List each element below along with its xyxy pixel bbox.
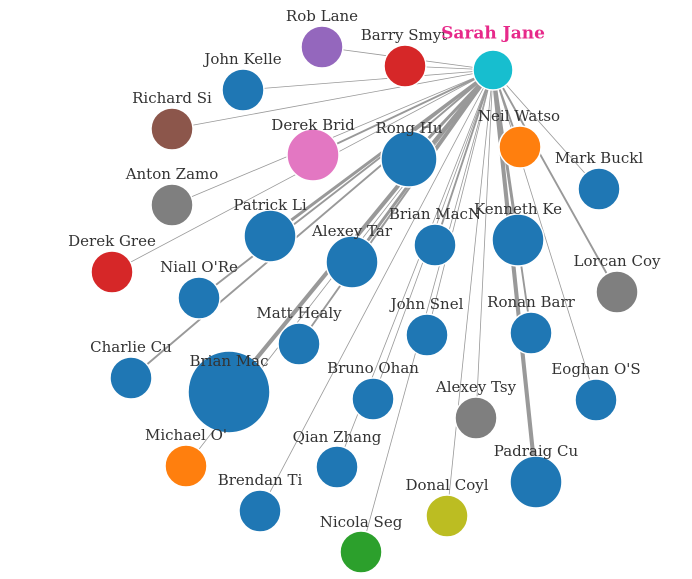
node-mark-buckl[interactable] <box>577 167 621 211</box>
node-label-rong-hu: Rong Hu <box>375 119 442 137</box>
node-padraig-cu[interactable] <box>509 455 563 509</box>
node-label-mark-buckl: Mark Buckl <box>555 149 644 167</box>
link-niall-ore <box>198 69 494 299</box>
node-label-ronan-barr: Ronan Barr <box>487 293 575 311</box>
node-label-anton-zamo: Anton Zamo <box>125 165 219 183</box>
node-label-brian-mac: Brian Mac <box>189 352 268 370</box>
node-label-alexey-tsy: Alexey Tsy <box>435 378 517 396</box>
node-kenneth-ke[interactable] <box>491 213 545 267</box>
node-alexey-tar[interactable] <box>325 235 379 289</box>
node-label-richard-si: Richard Si <box>132 89 212 107</box>
node-label-kenneth-ke: Kenneth Ke <box>474 200 562 218</box>
link-eoghan-os <box>492 69 597 401</box>
link-alexey-tsy <box>475 69 494 419</box>
node-label-derek-gree: Derek Gree <box>68 232 156 250</box>
node-neil-watso[interactable] <box>498 125 542 169</box>
node-label-john-snel: John Snel <box>389 295 464 313</box>
link-donal-coyl <box>446 69 494 517</box>
node-brendan-ti[interactable] <box>238 489 282 533</box>
node-label-qian-zhang: Qian Zhang <box>293 428 382 446</box>
node-alexey-tsy[interactable] <box>454 396 498 440</box>
node-label-derek-brid: Derek Brid <box>271 116 355 134</box>
node-label-brian-macn: Brian MacN <box>389 205 481 223</box>
link-nicola-seg <box>360 69 494 553</box>
link-derek-brid <box>312 69 494 156</box>
link-mark-buckl <box>492 69 600 190</box>
node-ronan-barr[interactable] <box>509 311 553 355</box>
link-lorcan-coy <box>492 69 618 293</box>
node-derek-gree[interactable] <box>90 250 134 294</box>
link-richard-si <box>171 69 494 130</box>
node-label-charlie-cu: Charlie Cu <box>90 338 172 356</box>
node-label-nicola-seg: Nicola Seg <box>320 513 403 531</box>
node-label-brendan-ti: Brendan Ti <box>218 471 303 489</box>
node-michael-o[interactable] <box>164 444 208 488</box>
link-brendan-ti <box>259 69 494 512</box>
node-lorcan-coy[interactable] <box>595 270 639 314</box>
node-label-john-kelle: John Kelle <box>202 50 281 68</box>
link-brian-mac <box>226 67 496 395</box>
node-derek-brid[interactable] <box>286 128 340 182</box>
center-label: Sarah Jane <box>441 24 545 44</box>
node-patrick-li[interactable] <box>243 209 297 263</box>
link-john-kelle <box>242 69 494 91</box>
node-charlie-cu[interactable] <box>109 356 153 400</box>
node-rob-lane[interactable] <box>300 25 344 69</box>
node-label-rob-lane: Rob Lane <box>286 7 358 25</box>
node-label-patrick-li: Patrick Li <box>233 196 307 214</box>
node-nicola-seg[interactable] <box>339 530 383 574</box>
node-eoghan-os[interactable] <box>574 378 618 422</box>
node-label-michael-o: Michael O' <box>145 426 227 444</box>
node-label-neil-watso: Neil Watso <box>478 107 560 125</box>
link-charlie-cu <box>130 69 494 379</box>
node-label-alexey-tar: Alexey Tar <box>311 222 393 240</box>
node-donal-coyl[interactable] <box>425 494 469 538</box>
link-brian-macn <box>434 69 494 246</box>
node-brian-macn[interactable] <box>413 223 457 267</box>
nodes-layer <box>90 25 639 574</box>
node-rong-hu[interactable] <box>380 130 438 188</box>
node-label-padraig-cu: Padraig Cu <box>494 442 579 460</box>
node-qian-zhang[interactable] <box>315 445 359 489</box>
node-anton-zamo[interactable] <box>150 183 194 227</box>
node-richard-si[interactable] <box>150 107 194 151</box>
node-brian-mac[interactable] <box>187 350 271 434</box>
node-label-lorcan-coy: Lorcan Coy <box>574 252 661 270</box>
node-label-barry-smyth: Barry Smyt <box>361 26 448 44</box>
node-label-donal-coyl: Donal Coyl <box>405 476 488 494</box>
node-label-eoghan-os: Eoghan O'S <box>551 360 640 378</box>
node-label-matt-healy: Matt Healy <box>256 304 342 322</box>
node-label-niall-ore: Niall O'Re <box>160 258 238 276</box>
node-barry-smyth[interactable] <box>383 44 427 88</box>
link-matt-healy <box>298 69 494 345</box>
node-bruno-ohan[interactable] <box>351 377 395 421</box>
node-john-snel[interactable] <box>405 313 449 357</box>
node-niall-ore[interactable] <box>177 276 221 320</box>
node-label-bruno-ohan: Bruno Ohan <box>327 359 419 377</box>
link-john-snel <box>426 69 494 336</box>
node-center-sarah-jane[interactable] <box>472 49 514 91</box>
node-matt-healy[interactable] <box>277 322 321 366</box>
node-john-kelle[interactable] <box>221 68 265 112</box>
